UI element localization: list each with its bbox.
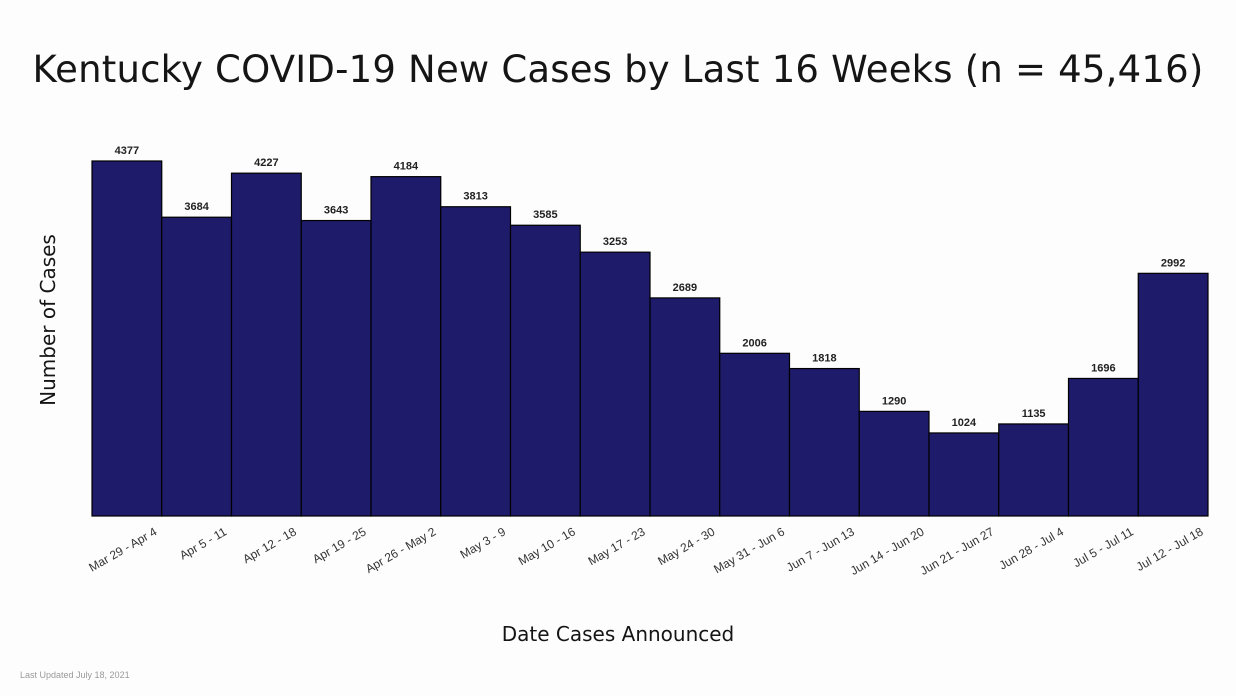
bar-6 (440, 206, 512, 517)
bar-12 (858, 410, 930, 517)
x-tick-label: May 17 - 23 (586, 524, 648, 568)
bar-value-label: 3643 (324, 205, 348, 217)
bar-2 (161, 216, 233, 517)
x-tick-label: Mar 29 - Apr 4 (86, 524, 159, 574)
bar-value-label: 3684 (184, 201, 209, 213)
bar-11 (788, 367, 860, 517)
bar-15 (1067, 377, 1139, 517)
bar-value-label: 1135 (1022, 408, 1046, 420)
bar-13 (928, 432, 1000, 517)
x-tick-label: Apr 5 - 11 (177, 524, 229, 562)
bar-7 (509, 224, 581, 517)
bar-1 (91, 160, 163, 517)
bar-value-label: 3813 (463, 191, 487, 203)
x-tick-label: May 10 - 16 (516, 524, 578, 568)
bar-value-label: 1024 (952, 417, 977, 429)
x-tick-label: Jul 5 - Jul 11 (1071, 524, 1136, 570)
last-updated-footnote: Last Updated July 18, 2021 (20, 670, 130, 680)
bar-9 (649, 297, 721, 517)
bar-value-label: 4184 (394, 161, 419, 173)
x-tick-label: Apr 12 - 18 (240, 524, 299, 566)
bar-16 (1137, 272, 1209, 517)
x-tick-label: Jun 28 - Jul 4 (997, 524, 1067, 572)
bar-4 (300, 219, 372, 517)
bar-value-label: 4377 (115, 145, 139, 157)
x-tick-label: Apr 26 - May 2 (363, 524, 438, 576)
bar-3 (230, 172, 302, 517)
bar-8 (579, 251, 651, 517)
x-axis-label: Date Cases Announced (501, 622, 735, 646)
chart-title: Kentucky COVID-19 New Cases by Last 16 W… (32, 48, 1204, 91)
x-tick-label: Jun 21 - Jun 27 (918, 524, 997, 578)
x-tick-label: Jul 12 - Jul 18 (1134, 524, 1206, 574)
bar-value-label: 2992 (1161, 257, 1185, 269)
x-tick-label: May 24 - 30 (655, 524, 717, 568)
bar-10 (719, 352, 791, 517)
x-tick-label: Jun 7 - Jun 13 (784, 524, 857, 574)
bar-14 (998, 423, 1070, 517)
bar-value-label: 1696 (1091, 362, 1115, 374)
x-tick-label: Apr 19 - 25 (310, 524, 369, 566)
x-tick-label: May 3 - 9 (458, 524, 509, 561)
bar-value-label: 3253 (603, 236, 627, 248)
bar-value-label: 2006 (742, 337, 766, 349)
bar-5 (370, 176, 442, 517)
bar-value-label: 3585 (533, 209, 557, 221)
bar-value-label: 4227 (254, 157, 278, 169)
bar-value-label: 1290 (882, 395, 906, 407)
bar-value-label: 2689 (673, 282, 697, 294)
bar-value-label: 1818 (812, 353, 836, 365)
x-tick-label: Jun 14 - Jun 20 (848, 524, 927, 578)
x-tick-label: May 31 - Jun 6 (711, 524, 787, 576)
